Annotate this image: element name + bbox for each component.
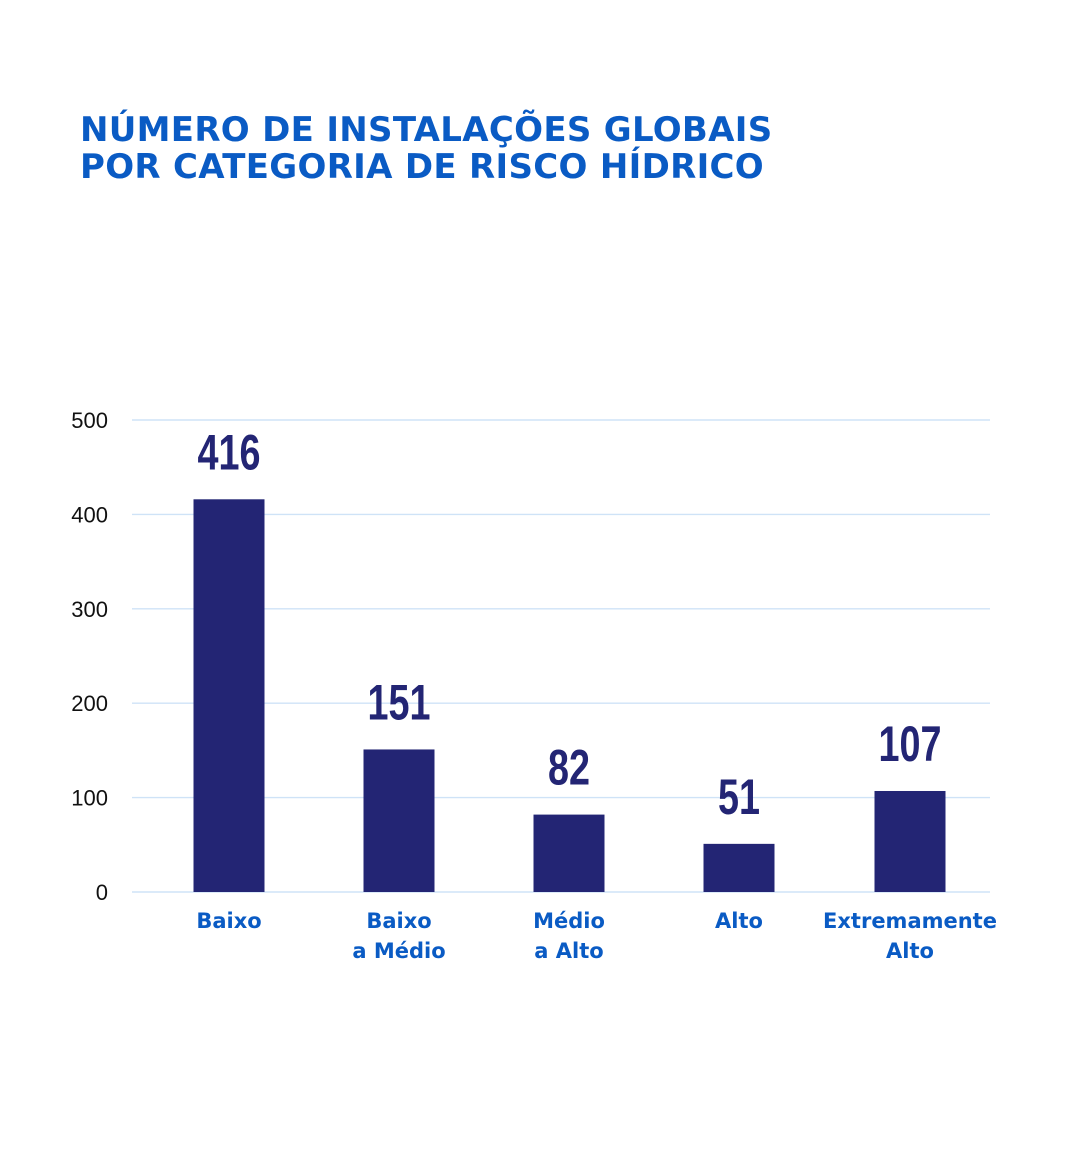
category-label-1-line-0: Baixo xyxy=(366,909,431,933)
value-label-4: 107 xyxy=(879,716,942,772)
value-label-2: 82 xyxy=(548,740,590,796)
bar-0 xyxy=(193,499,265,892)
y-tick-label-0: 0 xyxy=(96,880,108,905)
y-tick-label-400: 400 xyxy=(71,502,108,527)
category-label-4-line-0: Extremamente xyxy=(823,909,997,933)
category-label-2: Médio a Alto xyxy=(533,909,605,963)
y-axis-ticks: 0 100 200 300 400 500 xyxy=(71,408,108,905)
category-label-0: Baixo xyxy=(196,909,261,933)
chart-title: NÚMERO DE INSTALAÇÕES GLOBAIS POR CATEGO… xyxy=(80,112,773,186)
category-label-1: Baixo a Médio xyxy=(352,909,445,963)
bar-2 xyxy=(533,814,605,892)
y-tick-label-500: 500 xyxy=(71,408,108,433)
chart-title-line-1: NÚMERO DE INSTALAÇÕES GLOBAIS xyxy=(80,110,773,150)
bar-1 xyxy=(363,749,435,892)
bars xyxy=(193,499,946,892)
value-label-3: 51 xyxy=(718,769,760,825)
y-tick-label-200: 200 xyxy=(71,691,108,716)
category-label-1-line-1: a Médio xyxy=(352,939,445,963)
value-labels: 416 151 82 51 107 xyxy=(198,424,942,825)
value-label-1: 151 xyxy=(368,674,431,730)
bar-3 xyxy=(703,843,775,892)
category-label-4-line-1: Alto xyxy=(886,939,934,963)
category-label-2-line-1: a Alto xyxy=(534,939,603,963)
category-label-4: Extremamente Alto xyxy=(823,909,997,963)
category-label-0-line-0: Baixo xyxy=(196,909,261,933)
y-tick-label-100: 100 xyxy=(71,786,108,811)
value-label-0: 416 xyxy=(198,424,261,480)
category-label-3: Alto xyxy=(715,909,763,933)
category-label-3-line-0: Alto xyxy=(715,909,763,933)
category-label-2-line-0: Médio xyxy=(533,909,605,933)
bar-4 xyxy=(874,790,946,892)
y-tick-label-300: 300 xyxy=(71,597,108,622)
chart-title-line-2: POR CATEGORIA DE RISCO HÍDRICO xyxy=(80,147,764,187)
